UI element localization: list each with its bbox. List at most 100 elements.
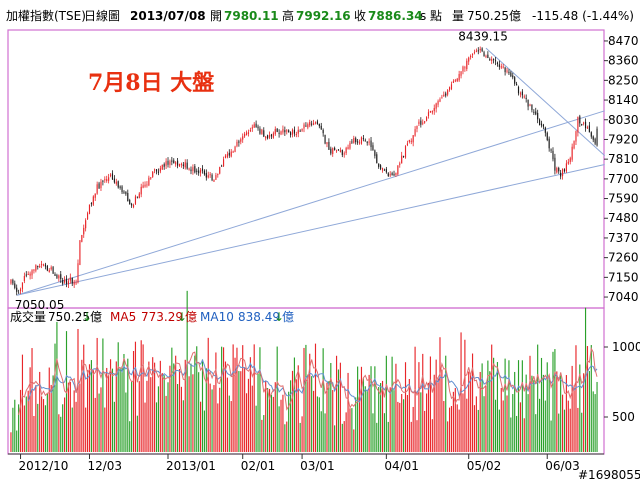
candle-body: [178, 163, 181, 167]
candle-body: [343, 153, 345, 155]
candle: [569, 156, 571, 165]
candle: [579, 114, 581, 127]
volume-bar: [71, 407, 73, 452]
candle: [493, 58, 495, 64]
price-tick-label: 7480: [608, 211, 639, 225]
candle-body: [366, 141, 368, 143]
candle-body: [332, 148, 334, 154]
candle: [102, 179, 104, 186]
volume-bar: [353, 429, 355, 452]
volume-bar: [108, 375, 110, 452]
candle-body: [199, 170, 202, 173]
candle: [69, 273, 71, 284]
candle-body: [161, 164, 163, 170]
candle-body: [173, 160, 175, 164]
candle: [552, 147, 554, 162]
volume-value: 750.25: [467, 9, 509, 23]
volume-bar: [351, 408, 353, 452]
volume-bar: [85, 407, 87, 452]
volume-bar: [272, 396, 274, 452]
volume-bar: [293, 357, 295, 452]
volume-bar: [16, 430, 18, 452]
candle: [525, 94, 527, 103]
candle-body: [207, 175, 209, 178]
candle-body: [372, 145, 374, 151]
volume-bar: [173, 363, 175, 452]
candle: [299, 129, 301, 132]
volume-bar: [25, 396, 27, 452]
candle: [35, 264, 37, 273]
candle-body: [322, 129, 324, 134]
volume-bar: [385, 355, 387, 452]
volume-bar: [199, 401, 202, 452]
candle: [155, 168, 158, 175]
candle: [73, 279, 75, 288]
volume-bar: [169, 365, 171, 452]
volume-bar: [129, 421, 131, 452]
candle: [96, 181, 98, 195]
volume-bar: [477, 409, 479, 452]
candle-body: [69, 277, 71, 281]
candle-body: [393, 173, 395, 176]
candlesticks: [10, 46, 598, 296]
candle-body: [575, 131, 577, 142]
volume-bar: [255, 405, 257, 452]
candle-body: [552, 150, 554, 160]
candle: [77, 259, 79, 284]
volume-bar: [305, 344, 307, 452]
candle: [215, 172, 217, 180]
change-value: -115.48 (-1.44%): [532, 9, 634, 23]
candle: [357, 138, 359, 145]
volume-bar: [142, 344, 144, 452]
volume-bar: [270, 394, 273, 452]
volume-bar: [109, 359, 112, 452]
candle-body: [460, 71, 462, 76]
candle-body: [560, 172, 562, 177]
candle-body: [16, 287, 18, 292]
volume-bar: [452, 391, 454, 452]
volume-bar: [261, 419, 263, 452]
candle: [286, 129, 288, 135]
volume-bar: [295, 379, 297, 452]
candle-body: [527, 99, 529, 107]
volume-bar: [69, 381, 71, 452]
volume-bar: [201, 359, 204, 452]
candle: [132, 203, 135, 209]
volume-bar: [343, 421, 345, 452]
volume-bar: [584, 307, 587, 452]
volume-moving-averages: [18, 346, 598, 416]
candle-body: [477, 50, 479, 52]
volume-bar: [75, 401, 77, 452]
candle: [447, 89, 449, 97]
candle: [104, 176, 106, 183]
candle: [115, 178, 117, 186]
candle: [251, 124, 253, 132]
candle-body: [364, 140, 366, 142]
candle-body: [295, 134, 297, 136]
candle-body: [303, 124, 305, 129]
candle: [221, 164, 223, 167]
candle-body: [450, 84, 453, 89]
candle: [498, 60, 500, 70]
volume-bar: [157, 386, 160, 452]
candle: [335, 149, 338, 153]
candle-body: [228, 152, 230, 156]
volume-bar: [46, 393, 48, 452]
candle: [514, 76, 516, 86]
candle-body: [123, 191, 125, 193]
candle-body: [556, 168, 558, 173]
candle: [224, 154, 227, 159]
candle: [222, 156, 225, 168]
volume-bar: [123, 353, 125, 452]
candle-body: [583, 122, 585, 124]
price-tick-label: 8030: [608, 113, 639, 127]
volume-bar: [464, 339, 466, 452]
candle: [347, 144, 349, 150]
candle: [196, 168, 198, 175]
candle: [261, 128, 263, 135]
candle-body: [376, 154, 378, 164]
candle: [383, 168, 386, 171]
candle: [477, 47, 479, 55]
chart-header: 加權指數(TSE) 日線圖 2013/07/08 開 7980.11 高 799…: [6, 8, 634, 23]
candle-body: [548, 138, 550, 149]
